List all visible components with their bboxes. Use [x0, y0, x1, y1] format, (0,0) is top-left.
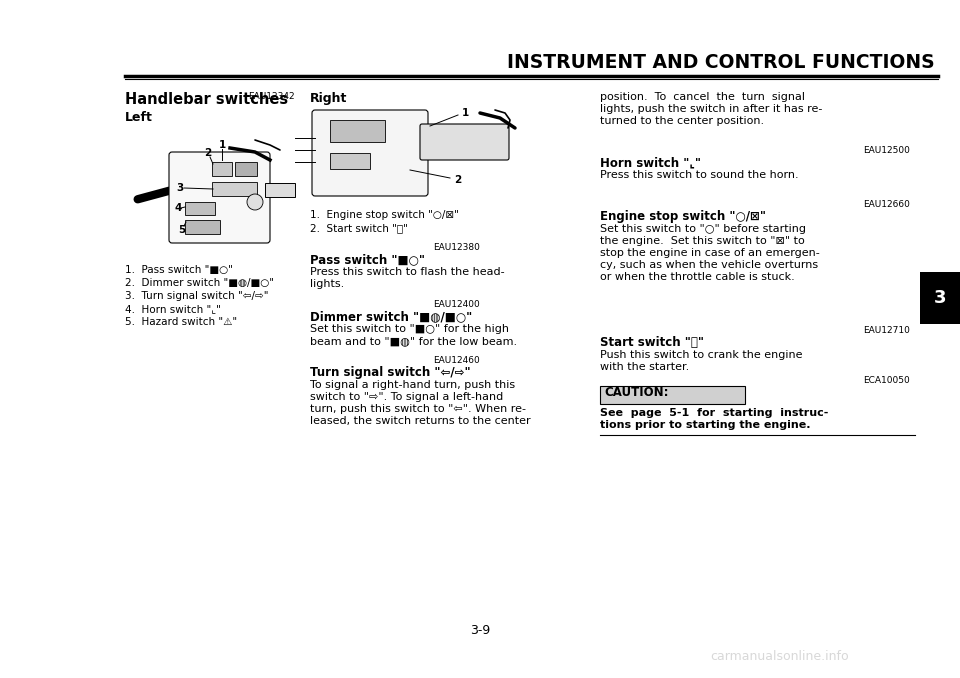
Text: ECA10050: ECA10050: [863, 376, 910, 385]
Text: beam and to "■◍" for the low beam.: beam and to "■◍" for the low beam.: [310, 336, 517, 346]
Bar: [185, 202, 215, 215]
Bar: [212, 162, 232, 176]
Text: tions prior to starting the engine.: tions prior to starting the engine.: [600, 420, 810, 430]
Text: 2.  Dimmer switch "■◍/■○": 2. Dimmer switch "■◍/■○": [125, 278, 274, 288]
Text: 4.  Horn switch "⌞": 4. Horn switch "⌞": [125, 304, 221, 314]
Text: Handlebar switches: Handlebar switches: [125, 92, 288, 107]
Text: Left: Left: [125, 111, 153, 124]
Text: Right: Right: [310, 92, 348, 105]
Bar: [0, 0, 960, 57]
Circle shape: [247, 194, 263, 210]
Text: Push this switch to crank the engine: Push this switch to crank the engine: [600, 350, 803, 360]
Text: See  page  5-1  for  starting  instruc-: See page 5-1 for starting instruc-: [600, 408, 828, 418]
Text: carmanualsonline.info: carmanualsonline.info: [710, 650, 850, 664]
Text: 3.  Turn signal switch "⇦/⇨": 3. Turn signal switch "⇦/⇨": [125, 291, 269, 301]
Text: Press this switch to flash the head-: Press this switch to flash the head-: [310, 267, 505, 277]
Text: To signal a right-hand turn, push this: To signal a right-hand turn, push this: [310, 380, 516, 390]
Bar: [425, 130, 505, 155]
Text: Set this switch to "■○" for the high: Set this switch to "■○" for the high: [310, 324, 509, 334]
Text: Engine stop switch "○/⊠": Engine stop switch "○/⊠": [600, 210, 766, 223]
Text: 1.  Engine stop switch "○/⊠": 1. Engine stop switch "○/⊠": [310, 210, 459, 220]
Text: Turn signal switch "⇦/⇨": Turn signal switch "⇦/⇨": [310, 366, 470, 379]
Text: Horn switch "⌞": Horn switch "⌞": [600, 156, 701, 169]
Text: leased, the switch returns to the center: leased, the switch returns to the center: [310, 416, 531, 426]
Text: position.  To  cancel  the  turn  signal: position. To cancel the turn signal: [600, 92, 805, 102]
Text: turned to the center position.: turned to the center position.: [600, 116, 764, 126]
Bar: [235, 162, 257, 176]
Text: 2: 2: [454, 175, 462, 185]
Text: INSTRUMENT AND CONTROL FUNCTIONS: INSTRUMENT AND CONTROL FUNCTIONS: [508, 53, 935, 72]
FancyBboxPatch shape: [169, 152, 270, 243]
Text: 2: 2: [204, 148, 211, 158]
Text: 3: 3: [934, 289, 947, 307]
Text: 1.  Pass switch "■○": 1. Pass switch "■○": [125, 265, 233, 275]
Text: CAUTION:: CAUTION:: [604, 386, 668, 399]
FancyArrowPatch shape: [137, 191, 169, 199]
Text: 4: 4: [175, 203, 181, 213]
Text: 5: 5: [179, 225, 185, 235]
Text: switch to "⇨". To signal a left-hand: switch to "⇨". To signal a left-hand: [310, 392, 503, 402]
Text: 1: 1: [218, 140, 226, 150]
Text: with the starter.: with the starter.: [600, 362, 689, 372]
Text: EAU12342: EAU12342: [248, 92, 295, 101]
Bar: [265, 183, 295, 197]
Bar: [330, 120, 385, 142]
Text: Set this switch to "○" before starting: Set this switch to "○" before starting: [600, 224, 806, 234]
Text: the engine.  Set this switch to "⊠" to: the engine. Set this switch to "⊠" to: [600, 236, 804, 246]
Text: Pass switch "■○": Pass switch "■○": [310, 253, 425, 266]
Text: Start switch "Ⓢ": Start switch "Ⓢ": [600, 336, 704, 349]
Text: 5.  Hazard switch "⚠": 5. Hazard switch "⚠": [125, 317, 237, 327]
Text: EAU12400: EAU12400: [433, 300, 480, 309]
Text: EAU12500: EAU12500: [863, 146, 910, 155]
Text: lights.: lights.: [310, 279, 345, 289]
Text: 3-9: 3-9: [469, 624, 491, 637]
Text: or when the throttle cable is stuck.: or when the throttle cable is stuck.: [600, 272, 795, 282]
Bar: [920, 272, 960, 324]
Text: turn, push this switch to "⇦". When re-: turn, push this switch to "⇦". When re-: [310, 404, 526, 414]
Text: EAU12660: EAU12660: [863, 200, 910, 209]
Text: stop the engine in case of an emergen-: stop the engine in case of an emergen-: [600, 248, 820, 258]
Text: EAU12710: EAU12710: [863, 326, 910, 335]
Text: 2.  Start switch "Ⓢ": 2. Start switch "Ⓢ": [310, 223, 408, 233]
Text: 1: 1: [462, 108, 468, 118]
Text: Dimmer switch "■◍/■○": Dimmer switch "■◍/■○": [310, 310, 472, 323]
Text: EAU12460: EAU12460: [433, 356, 480, 365]
Bar: [600, 386, 745, 404]
Bar: [212, 182, 257, 196]
Text: Press this switch to sound the horn.: Press this switch to sound the horn.: [600, 170, 799, 180]
Text: lights, push the switch in after it has re-: lights, push the switch in after it has …: [600, 104, 823, 114]
FancyBboxPatch shape: [420, 124, 509, 160]
Text: 3: 3: [177, 183, 183, 193]
Bar: [330, 153, 370, 169]
Bar: [185, 220, 220, 234]
FancyBboxPatch shape: [312, 110, 428, 196]
Text: EAU12380: EAU12380: [433, 243, 480, 252]
Text: cy, such as when the vehicle overturns: cy, such as when the vehicle overturns: [600, 260, 818, 270]
